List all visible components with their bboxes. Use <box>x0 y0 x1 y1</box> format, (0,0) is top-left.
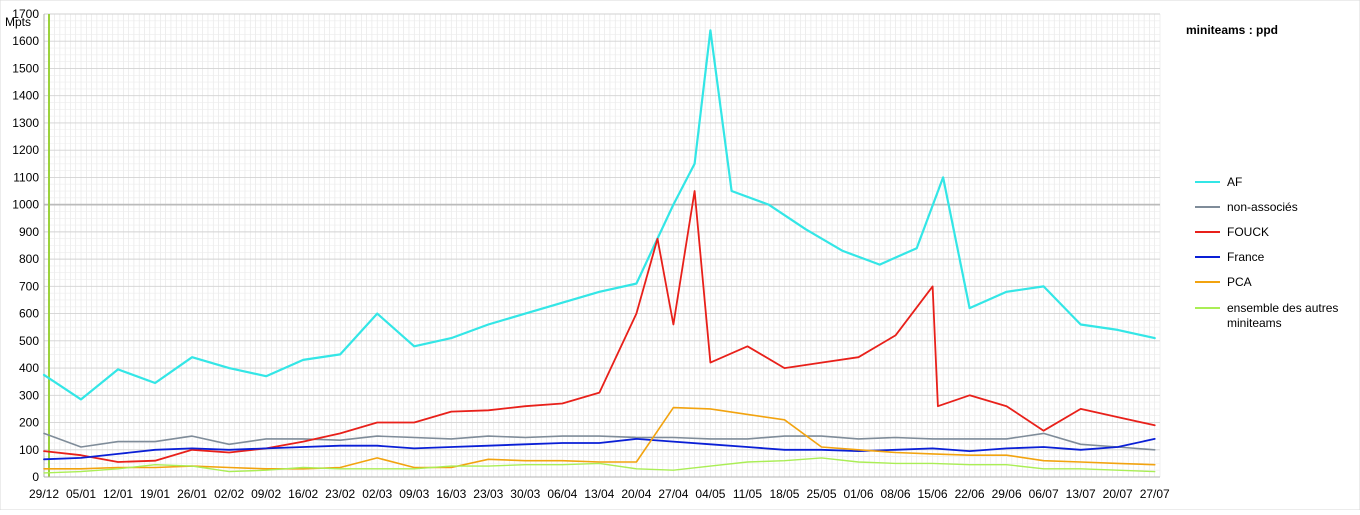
x-tick-label: 02/02 <box>214 487 244 501</box>
x-tick-label: 02/03 <box>362 487 392 501</box>
legend-label: France <box>1227 250 1265 264</box>
x-tick-label: 25/05 <box>806 487 836 501</box>
series-line-non-associ-s <box>43 432 1156 451</box>
y-tick-label: 1200 <box>12 143 39 157</box>
y-axis-label: Mpts <box>5 15 31 29</box>
x-tick-label: 06/04 <box>547 487 577 501</box>
x-tick-label: 15/06 <box>918 487 948 501</box>
legend-label: ensemble des autres miniteams <box>1227 301 1338 330</box>
series-line-af <box>42 29 1156 401</box>
x-tick-label: 11/05 <box>733 487 762 501</box>
y-tick-label: 300 <box>19 388 39 402</box>
y-tick-label: 1600 <box>12 34 39 48</box>
series-lines <box>42 29 1156 474</box>
x-tick-label: 27/04 <box>658 487 688 501</box>
y-tick-label: 1500 <box>12 61 39 75</box>
x-tick-label: 13/04 <box>584 487 614 501</box>
y-tick-label: 1400 <box>12 89 39 103</box>
y-tick-label: 400 <box>19 361 39 375</box>
x-tick-label: 29/12 <box>29 487 59 501</box>
y-tick-label: 700 <box>19 279 39 293</box>
y-tick-label: 0 <box>32 470 39 484</box>
legend-label: AF <box>1227 175 1242 189</box>
y-tick-label: 900 <box>19 225 39 239</box>
y-tick-label: 1300 <box>12 116 39 130</box>
x-tick-label: 09/03 <box>399 487 429 501</box>
x-tick-label: 06/07 <box>1029 487 1059 501</box>
x-tick-label: 16/02 <box>288 487 318 501</box>
x-tick-label: 27/07 <box>1140 487 1170 501</box>
x-tick-label: 20/07 <box>1103 487 1133 501</box>
x-tick-label: 01/06 <box>844 487 874 501</box>
y-axis-ticks: 0 100 200 300 400 500 600 700 800 900 1000 1100 1200… <box>12 7 39 484</box>
x-axis-ticks: 29/12 05/01 12/01 19/01 26/01 02/02 09/02 16/02… <box>29 487 1170 501</box>
series-line-pca <box>43 406 1156 470</box>
x-tick-label: 18/05 <box>769 487 799 501</box>
x-tick-label: 22/06 <box>955 487 985 501</box>
x-tick-label: 09/02 <box>251 487 281 501</box>
y-tick-label: 100 <box>19 443 39 457</box>
chart-title: miniteams : ppd <box>1186 23 1278 37</box>
y-tick-label: 500 <box>19 334 39 348</box>
y-tick-label: 200 <box>19 416 39 430</box>
x-tick-label: 23/02 <box>325 487 355 501</box>
legend: AF non-associés FOUCK France PCA ensemble des… <box>1195 175 1338 330</box>
x-tick-label: 19/01 <box>140 487 170 501</box>
y-tick-label: 1000 <box>12 198 39 212</box>
x-tick-label: 08/06 <box>881 487 911 501</box>
y-tick-label: 800 <box>19 252 39 266</box>
y-tick-label: 1700 <box>12 7 39 21</box>
series-line-fouck <box>43 190 1156 463</box>
series-line-ensemble-des-autres-miniteams <box>43 457 1156 474</box>
x-tick-label: 13/07 <box>1066 487 1096 501</box>
x-tick-label: 04/05 <box>695 487 725 501</box>
legend-label: PCA <box>1227 275 1252 289</box>
x-tick-label: 26/01 <box>177 487 207 501</box>
legend-label: FOUCK <box>1227 225 1269 239</box>
x-tick-label: 12/01 <box>103 487 133 501</box>
legend-label: non-associés <box>1227 200 1298 214</box>
x-tick-label: 05/01 <box>66 487 96 501</box>
x-tick-label: 20/04 <box>621 487 651 501</box>
grid <box>43 13 1161 478</box>
x-tick-label: 16/03 <box>436 487 466 501</box>
x-tick-label: 23/03 <box>473 487 503 501</box>
y-tick-label: 1100 <box>13 170 39 184</box>
y-tick-label: 600 <box>19 307 39 321</box>
x-tick-label: 29/06 <box>992 487 1022 501</box>
series-line-france <box>43 437 1156 461</box>
x-tick-label: 30/03 <box>510 487 540 501</box>
